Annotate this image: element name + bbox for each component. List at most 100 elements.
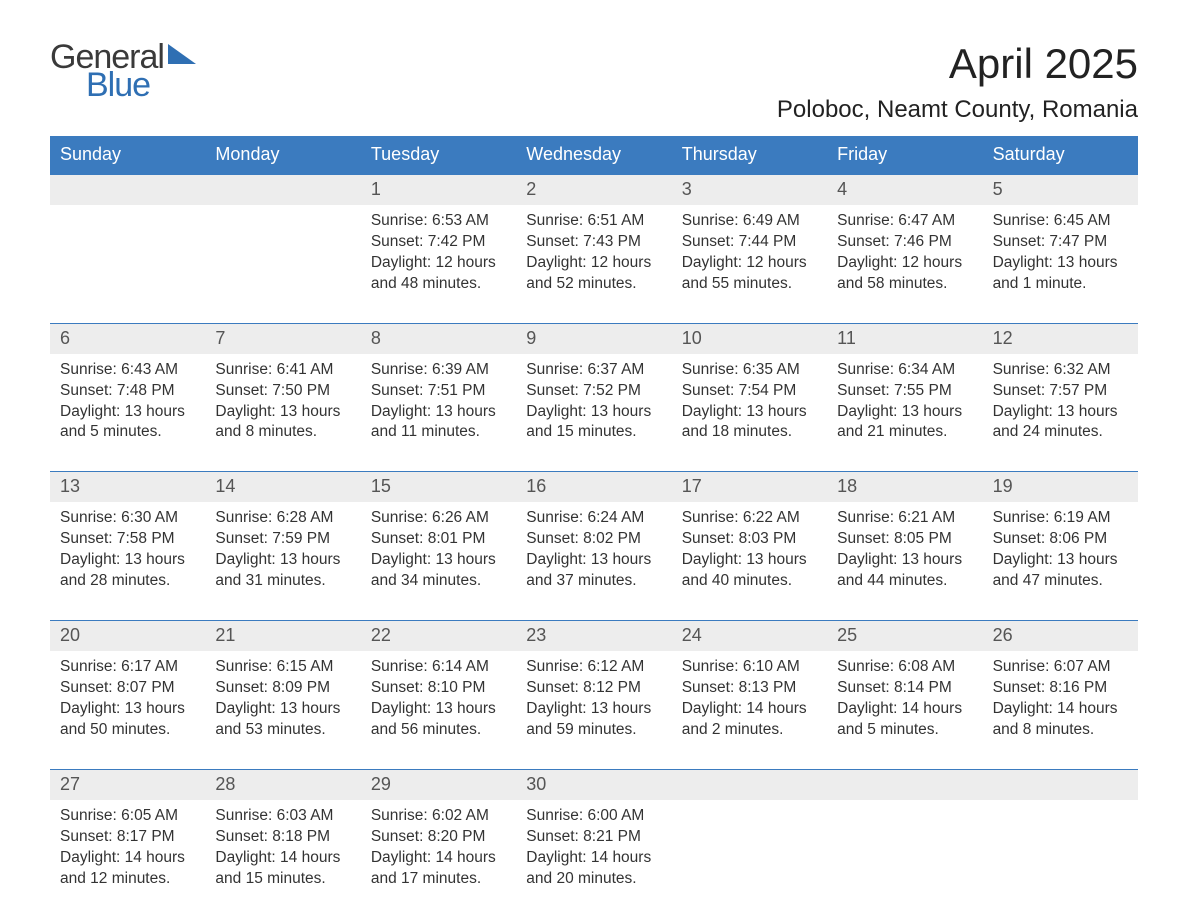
logo: General Blue — [50, 40, 196, 102]
logo-text-blue: Blue — [50, 68, 196, 102]
sunset-text: Sunset: 7:50 PM — [215, 381, 350, 402]
week-row: 27282930Sunrise: 6:05 AMSunset: 8:17 PMD… — [50, 769, 1138, 908]
sunset-text: Sunset: 8:20 PM — [371, 827, 506, 848]
day-cell: Sunrise: 6:02 AMSunset: 8:20 PMDaylight:… — [361, 800, 516, 908]
day-number: 5 — [983, 175, 1138, 205]
sunset-text: Sunset: 8:06 PM — [993, 529, 1128, 550]
location-subtitle: Poloboc, Neamt County, Romania — [777, 96, 1138, 124]
sunrise-text: Sunrise: 6:51 AM — [526, 211, 661, 232]
day-cell: Sunrise: 6:22 AMSunset: 8:03 PMDaylight:… — [672, 502, 827, 610]
sunset-text: Sunset: 7:44 PM — [682, 232, 817, 253]
sunset-text: Sunset: 8:14 PM — [837, 678, 972, 699]
day-number — [827, 770, 982, 800]
daylight-text: Daylight: 14 hours and 20 minutes. — [526, 848, 661, 890]
daylight-text: Daylight: 12 hours and 52 minutes. — [526, 253, 661, 295]
weekday-header: Saturday — [983, 136, 1138, 175]
day-number: 4 — [827, 175, 982, 205]
day-number: 23 — [516, 621, 671, 651]
day-cell — [205, 205, 360, 313]
sunrise-text: Sunrise: 6:07 AM — [993, 657, 1128, 678]
sunrise-text: Sunrise: 6:34 AM — [837, 360, 972, 381]
sunrise-text: Sunrise: 6:53 AM — [371, 211, 506, 232]
day-cell — [983, 800, 1138, 908]
day-number: 26 — [983, 621, 1138, 651]
calendar: Sunday Monday Tuesday Wednesday Thursday… — [50, 136, 1138, 907]
sunset-text: Sunset: 8:18 PM — [215, 827, 350, 848]
day-cell: Sunrise: 6:30 AMSunset: 7:58 PMDaylight:… — [50, 502, 205, 610]
day-number: 16 — [516, 472, 671, 502]
daylight-text: Daylight: 13 hours and 24 minutes. — [993, 402, 1128, 444]
daylight-text: Daylight: 12 hours and 58 minutes. — [837, 253, 972, 295]
sunset-text: Sunset: 8:02 PM — [526, 529, 661, 550]
day-cell: Sunrise: 6:32 AMSunset: 7:57 PMDaylight:… — [983, 354, 1138, 462]
day-number — [672, 770, 827, 800]
sunset-text: Sunset: 7:47 PM — [993, 232, 1128, 253]
day-number: 18 — [827, 472, 982, 502]
daylight-text: Daylight: 14 hours and 2 minutes. — [682, 699, 817, 741]
day-cell: Sunrise: 6:43 AMSunset: 7:48 PMDaylight:… — [50, 354, 205, 462]
sunset-text: Sunset: 8:07 PM — [60, 678, 195, 699]
day-cell: Sunrise: 6:12 AMSunset: 8:12 PMDaylight:… — [516, 651, 671, 759]
day-cell: Sunrise: 6:26 AMSunset: 8:01 PMDaylight:… — [361, 502, 516, 610]
day-cell: Sunrise: 6:05 AMSunset: 8:17 PMDaylight:… — [50, 800, 205, 908]
day-number: 8 — [361, 324, 516, 354]
sunrise-text: Sunrise: 6:24 AM — [526, 508, 661, 529]
sunrise-text: Sunrise: 6:32 AM — [993, 360, 1128, 381]
day-cell: Sunrise: 6:53 AMSunset: 7:42 PMDaylight:… — [361, 205, 516, 313]
weeks-container: 12345Sunrise: 6:53 AMSunset: 7:42 PMDayl… — [50, 175, 1138, 907]
daylight-text: Daylight: 12 hours and 55 minutes. — [682, 253, 817, 295]
sunrise-text: Sunrise: 6:10 AM — [682, 657, 817, 678]
weekday-header: Friday — [827, 136, 982, 175]
day-number: 1 — [361, 175, 516, 205]
day-number-row: 20212223242526 — [50, 621, 1138, 651]
sunset-text: Sunset: 8:21 PM — [526, 827, 661, 848]
day-number: 29 — [361, 770, 516, 800]
daylight-text: Daylight: 13 hours and 31 minutes. — [215, 550, 350, 592]
day-cell: Sunrise: 6:21 AMSunset: 8:05 PMDaylight:… — [827, 502, 982, 610]
day-cell — [827, 800, 982, 908]
day-number: 27 — [50, 770, 205, 800]
day-number: 3 — [672, 175, 827, 205]
day-cell: Sunrise: 6:35 AMSunset: 7:54 PMDaylight:… — [672, 354, 827, 462]
day-number — [205, 175, 360, 205]
daylight-text: Daylight: 13 hours and 34 minutes. — [371, 550, 506, 592]
sunrise-text: Sunrise: 6:35 AM — [682, 360, 817, 381]
sunset-text: Sunset: 7:46 PM — [837, 232, 972, 253]
day-number: 17 — [672, 472, 827, 502]
day-cell: Sunrise: 6:28 AMSunset: 7:59 PMDaylight:… — [205, 502, 360, 610]
day-cell: Sunrise: 6:24 AMSunset: 8:02 PMDaylight:… — [516, 502, 671, 610]
daylight-text: Daylight: 13 hours and 40 minutes. — [682, 550, 817, 592]
sunset-text: Sunset: 7:57 PM — [993, 381, 1128, 402]
daylight-text: Daylight: 12 hours and 48 minutes. — [371, 253, 506, 295]
daylight-text: Daylight: 13 hours and 56 minutes. — [371, 699, 506, 741]
day-number — [50, 175, 205, 205]
sunset-text: Sunset: 8:12 PM — [526, 678, 661, 699]
sunset-text: Sunset: 7:48 PM — [60, 381, 195, 402]
day-number: 14 — [205, 472, 360, 502]
day-cell: Sunrise: 6:07 AMSunset: 8:16 PMDaylight:… — [983, 651, 1138, 759]
sunrise-text: Sunrise: 6:45 AM — [993, 211, 1128, 232]
day-number: 20 — [50, 621, 205, 651]
sunrise-text: Sunrise: 6:00 AM — [526, 806, 661, 827]
day-number: 7 — [205, 324, 360, 354]
day-cell: Sunrise: 6:49 AMSunset: 7:44 PMDaylight:… — [672, 205, 827, 313]
sunset-text: Sunset: 8:05 PM — [837, 529, 972, 550]
daylight-text: Daylight: 13 hours and 50 minutes. — [60, 699, 195, 741]
daylight-text: Daylight: 13 hours and 44 minutes. — [837, 550, 972, 592]
sunrise-text: Sunrise: 6:41 AM — [215, 360, 350, 381]
day-number: 10 — [672, 324, 827, 354]
sunset-text: Sunset: 7:55 PM — [837, 381, 972, 402]
week-row: 13141516171819Sunrise: 6:30 AMSunset: 7:… — [50, 471, 1138, 610]
daylight-text: Daylight: 13 hours and 21 minutes. — [837, 402, 972, 444]
sunrise-text: Sunrise: 6:02 AM — [371, 806, 506, 827]
sunset-text: Sunset: 8:03 PM — [682, 529, 817, 550]
day-number: 11 — [827, 324, 982, 354]
sunrise-text: Sunrise: 6:22 AM — [682, 508, 817, 529]
sunrise-text: Sunrise: 6:49 AM — [682, 211, 817, 232]
sunrise-text: Sunrise: 6:14 AM — [371, 657, 506, 678]
logo-triangle-icon — [168, 44, 196, 68]
day-cell: Sunrise: 6:14 AMSunset: 8:10 PMDaylight:… — [361, 651, 516, 759]
day-number-row: 12345 — [50, 175, 1138, 205]
sunrise-text: Sunrise: 6:03 AM — [215, 806, 350, 827]
daylight-text: Daylight: 14 hours and 8 minutes. — [993, 699, 1128, 741]
